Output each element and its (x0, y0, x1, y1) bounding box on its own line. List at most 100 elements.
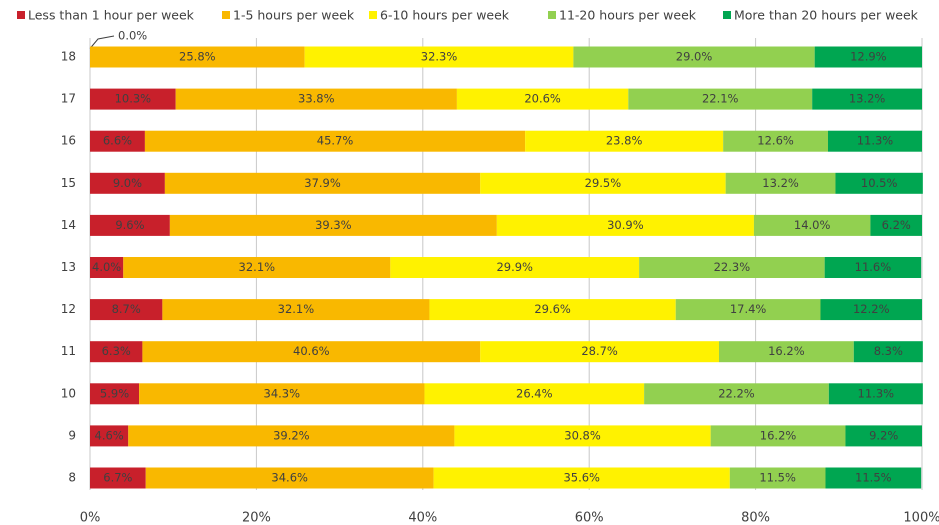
bar-segment (429, 299, 676, 321)
data-label: 14.0% (794, 218, 831, 232)
data-label: 11.3% (857, 134, 894, 148)
x-tick-label: 100% (903, 511, 939, 525)
data-label: 30.9% (607, 218, 644, 232)
callout-line (89, 35, 115, 49)
bar-segment (853, 341, 923, 363)
legend-label: 11-20 hours per week (559, 8, 697, 23)
bar-segment (390, 257, 640, 278)
data-label: 11.5% (759, 471, 796, 485)
bar-segment (90, 299, 163, 321)
bar-segment (90, 46, 305, 68)
data-label: 10.5% (861, 176, 898, 190)
bar-segment (825, 467, 922, 489)
data-label: 39.2% (273, 428, 310, 442)
y-tick-label: 9 (68, 428, 76, 442)
x-tick-label: 20% (242, 511, 271, 525)
data-label: 9.0% (113, 176, 142, 190)
bar-segment (90, 341, 143, 363)
x-tick-label: 40% (408, 511, 437, 525)
bar-segment (496, 214, 754, 236)
data-label: 35.6% (563, 471, 600, 485)
data-label: 34.3% (264, 386, 301, 400)
bar-segment (723, 130, 828, 152)
legend-swatch (548, 11, 556, 19)
legend-label: 6-10 hours per week (380, 8, 510, 23)
bar-segment (675, 299, 821, 321)
y-tick-label: 8 (68, 471, 76, 485)
data-label: 40.6% (293, 344, 330, 358)
y-tick-label: 12 (61, 302, 76, 316)
y-tick-label: 10 (61, 386, 76, 400)
data-label: 25.8% (179, 50, 216, 64)
bar-segment (454, 425, 711, 447)
bar-segment (175, 88, 457, 110)
bar-segment (90, 88, 176, 110)
bar-segment (433, 467, 730, 489)
data-label: 10.3% (115, 92, 152, 106)
bar-segment (845, 425, 922, 447)
data-label: 32.1% (239, 260, 276, 274)
data-label: 29.0% (676, 50, 713, 64)
data-label: 11.6% (855, 260, 892, 274)
x-tick-label: 80% (741, 511, 770, 525)
bar-segment (169, 214, 497, 236)
bar-segment (639, 257, 825, 278)
data-label: 9.6% (115, 218, 144, 232)
bar-segment (628, 88, 813, 110)
data-label: 12.2% (853, 302, 890, 316)
bar-segment (164, 172, 481, 194)
data-label: 28.7% (581, 344, 618, 358)
x-tick-label: 60% (575, 511, 604, 525)
data-label: 23.8% (606, 134, 643, 148)
data-label: 32.3% (421, 50, 458, 64)
bar-segment (814, 46, 922, 68)
y-tick-label: 16 (61, 134, 76, 148)
data-label: 8.7% (112, 302, 141, 316)
data-label: 26.4% (516, 386, 553, 400)
data-label: 29.9% (496, 260, 533, 274)
data-label: 4.6% (95, 428, 124, 442)
y-tick-label: 18 (61, 50, 76, 64)
legend-label: 1-5 hours per week (233, 8, 355, 23)
y-tick-label: 17 (61, 92, 76, 106)
bar-segment (644, 383, 829, 405)
bar-segment (90, 172, 165, 194)
data-label: 11.5% (855, 471, 892, 485)
bar-segment (128, 425, 455, 447)
y-tick-label: 14 (61, 218, 76, 232)
bar-segment (870, 214, 922, 236)
data-label: 13.2% (762, 176, 799, 190)
bar-segment (304, 46, 574, 68)
data-label: 33.8% (298, 92, 335, 106)
data-label: 13.2% (849, 92, 886, 106)
bar-segment (90, 257, 124, 278)
bar-segment (573, 46, 815, 68)
bar-segment (142, 341, 481, 363)
bar-segment (90, 425, 129, 447)
bar-segment (90, 214, 170, 236)
x-tick-label: 0% (80, 511, 101, 525)
bar-segment (90, 467, 146, 489)
data-label: 17.4% (730, 302, 767, 316)
bar-segment (729, 467, 826, 489)
bar-segment (144, 130, 526, 152)
bar-segment (820, 299, 922, 321)
data-label: 6.6% (103, 134, 132, 148)
bar-segment (710, 425, 846, 447)
data-label: 6.2% (882, 218, 911, 232)
legend-swatch (17, 11, 25, 19)
bar-segment (525, 130, 724, 152)
bar-segment (828, 383, 923, 405)
data-label: 22.1% (702, 92, 739, 106)
data-label: 34.6% (271, 471, 308, 485)
data-label: 29.6% (534, 302, 571, 316)
data-label: 6.7% (103, 471, 132, 485)
bar-segment (835, 172, 923, 194)
data-label: 5.9% (100, 386, 129, 400)
data-label: 8.3% (874, 344, 903, 358)
y-tick-label: 15 (61, 176, 76, 190)
data-label: 30.8% (564, 428, 601, 442)
data-label: 22.2% (718, 386, 755, 400)
data-label: 29.5% (585, 176, 622, 190)
